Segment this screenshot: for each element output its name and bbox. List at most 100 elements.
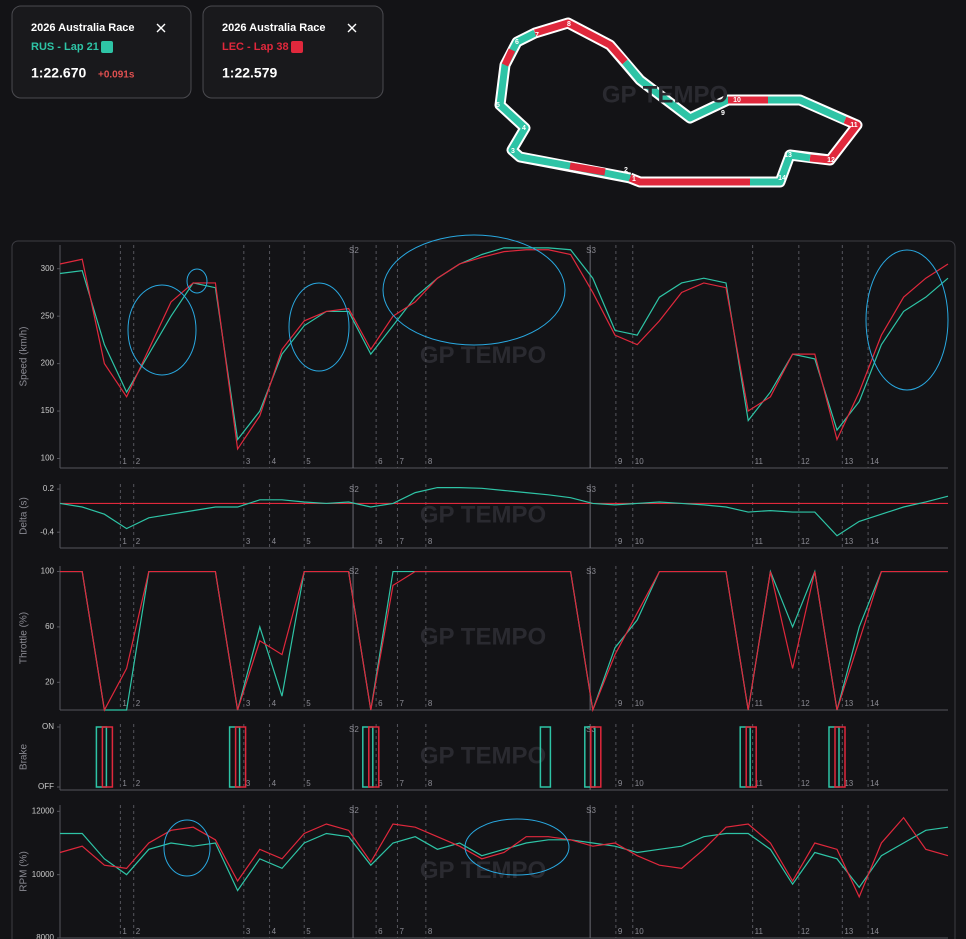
corner-label: 6	[378, 457, 383, 466]
sector-label: S2	[349, 485, 359, 494]
corner-label: 8	[428, 537, 433, 546]
corner-label: 9	[618, 457, 623, 466]
corner-label: 4	[522, 125, 526, 132]
sector-label: S3	[586, 246, 596, 255]
corner-label: 5	[306, 699, 311, 708]
corner-label: 1	[632, 176, 636, 183]
brake-bar	[834, 726, 846, 788]
sector-label: S3	[586, 485, 596, 494]
corner-label: 12	[801, 537, 810, 546]
corner-label: 1	[122, 457, 127, 466]
series-line	[60, 570, 948, 713]
corner-label: 10	[635, 699, 644, 708]
corner-label: 3	[246, 779, 251, 788]
corner-label: 10	[733, 97, 741, 104]
corner-label: 2	[136, 779, 141, 788]
corner-label: 14	[778, 175, 786, 182]
corner-label: 12	[801, 927, 810, 936]
watermark: GP TEMPO	[420, 501, 546, 528]
corner-label: 5	[306, 537, 311, 546]
y-tick-label: 100	[41, 567, 55, 576]
corner-label: 4	[272, 699, 277, 708]
corner-label: 3	[246, 457, 251, 466]
corner-label: 7	[399, 537, 404, 546]
y-axis-title: Brake	[19, 744, 30, 771]
corner-label: 8	[428, 457, 433, 466]
color-icon[interactable]	[291, 41, 303, 53]
corner-label: 7	[535, 32, 539, 39]
brake-bar	[362, 726, 374, 788]
corner-label: 5	[496, 102, 500, 109]
corner-label: 1	[122, 927, 127, 936]
card-time: 1:22.670	[31, 65, 86, 81]
close-icon[interactable]	[156, 23, 166, 33]
brake-bar	[368, 726, 380, 788]
corner-label: 10	[635, 537, 644, 546]
corner-label: 5	[306, 779, 311, 788]
corner-label: 4	[272, 927, 277, 936]
y-tick-label: OFF	[38, 782, 54, 791]
track-segment	[750, 151, 811, 186]
corner-label: 5	[306, 457, 311, 466]
corner-label: 12	[801, 779, 810, 788]
y-tick-label: 12000	[32, 806, 55, 815]
sector-label: S2	[349, 806, 359, 815]
y-axis-title: Delta (s)	[19, 497, 30, 535]
annotation-ellipse	[186, 268, 208, 294]
y-tick-label: 300	[41, 264, 55, 273]
series-line	[59, 249, 949, 451]
y-tick-label: 8000	[36, 933, 54, 939]
track-segment	[496, 29, 631, 182]
corner-label: 14	[870, 927, 879, 936]
corner-label: 11	[755, 699, 764, 708]
corner-label: 6	[515, 39, 519, 46]
track-segment	[809, 116, 861, 164]
card-title: 2026 Australia Race	[31, 22, 135, 34]
corner-label: 13	[844, 699, 853, 708]
series-line	[59, 486, 949, 537]
corner-label: 4	[272, 457, 277, 466]
corner-label: 5	[306, 927, 311, 936]
corner-label: 13	[784, 152, 792, 159]
corner-label: 14	[870, 537, 879, 546]
brake-bar	[95, 726, 108, 788]
y-tick-label: 20	[45, 677, 54, 686]
corner-label: 7	[399, 779, 404, 788]
y-tick-label: 10000	[32, 870, 55, 879]
annotations	[127, 234, 949, 877]
y-tick-label: 200	[41, 359, 55, 368]
chart-frame	[11, 240, 956, 939]
close-icon[interactable]	[347, 23, 357, 33]
brake-bar	[101, 726, 114, 788]
y-tick-label: -0.4	[40, 527, 54, 536]
corner-label: 10	[635, 457, 644, 466]
series-line	[60, 826, 949, 892]
corner-label: 10	[635, 779, 644, 788]
card-gap: +0.091s	[98, 70, 135, 81]
track-segment	[768, 96, 847, 124]
annotation-ellipse	[464, 818, 570, 876]
sector-label: S3	[586, 806, 596, 815]
corner-label: 3	[511, 148, 515, 155]
brake-bar	[745, 726, 757, 788]
corner-label: 13	[844, 537, 853, 546]
card-driver: RUS - Lap 21	[31, 41, 99, 53]
corner-label: 11	[755, 927, 764, 936]
sector-label: S2	[349, 567, 359, 576]
brake-bar	[584, 726, 596, 788]
sector-label: S2	[349, 725, 359, 734]
corner-label: 10	[635, 927, 644, 936]
corner-label: 13	[844, 779, 853, 788]
corner-label: 8	[428, 699, 433, 708]
y-axis-title: Speed (km/h)	[19, 326, 30, 386]
corner-label: 11	[755, 457, 764, 466]
corner-label: 7	[399, 699, 404, 708]
corner-label: 8	[428, 779, 433, 788]
y-tick-label: 150	[41, 406, 55, 415]
corner-label: 13	[844, 927, 853, 936]
corner-label: 12	[801, 457, 810, 466]
color-icon[interactable]	[101, 41, 113, 53]
corner-label: 9	[618, 537, 623, 546]
brake-bar	[539, 726, 552, 788]
